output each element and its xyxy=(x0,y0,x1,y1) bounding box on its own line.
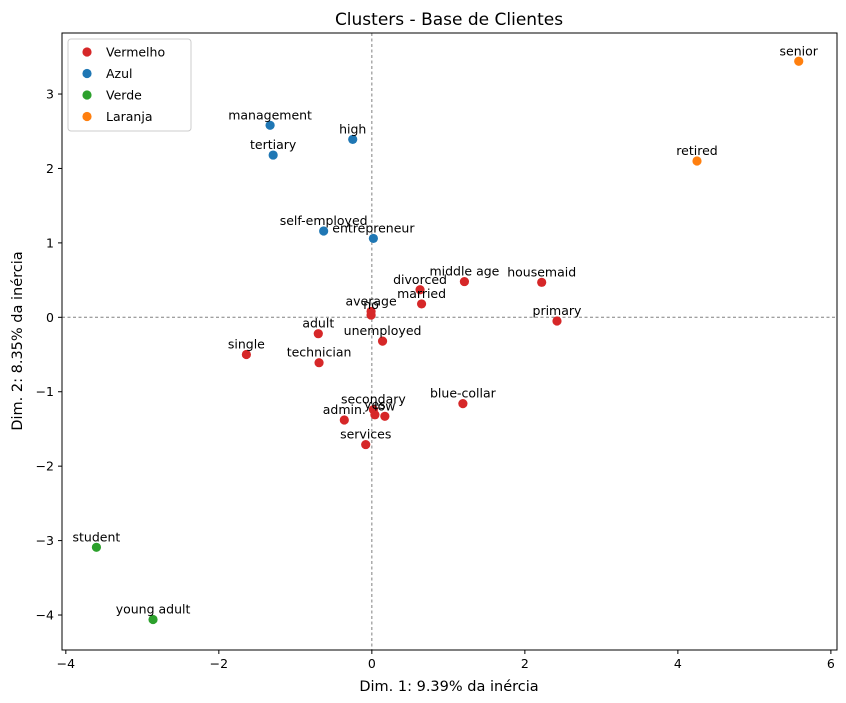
data-point xyxy=(265,120,275,130)
point-label: housemaid xyxy=(507,264,576,279)
x-tick-label: 4 xyxy=(674,656,682,671)
point-label: retired xyxy=(676,143,717,158)
x-tick-label: 0 xyxy=(368,656,376,671)
point-label: secondary xyxy=(341,392,406,407)
data-point xyxy=(148,614,158,625)
x-tick-label: −2 xyxy=(210,656,228,671)
point-label: average xyxy=(345,293,396,308)
y-tick-label: −4 xyxy=(36,608,54,623)
chart-title: Clusters - Base de Clientes xyxy=(335,10,563,30)
data-point xyxy=(377,336,388,346)
y-tick-label: 2 xyxy=(46,161,54,176)
point-label: young adult xyxy=(116,601,191,616)
y-tick-label: 3 xyxy=(46,87,54,102)
point-label: low xyxy=(374,398,395,413)
y-tick-label: −3 xyxy=(36,533,54,548)
data-point xyxy=(91,542,102,552)
data-point xyxy=(368,233,378,244)
data-point xyxy=(458,399,468,409)
legend-label: Vermelho xyxy=(106,45,165,60)
data-point xyxy=(416,299,427,309)
x-tick-label: 6 xyxy=(827,656,835,671)
data-point xyxy=(459,276,470,287)
legend-label: Verde xyxy=(106,88,142,103)
point-label: services xyxy=(340,427,391,442)
data-point xyxy=(370,410,380,420)
legend-label: Azul xyxy=(106,66,133,81)
legend: Vermelho Azul Verde Laranja xyxy=(67,38,192,132)
data-point xyxy=(552,316,562,326)
y-tick-label: 0 xyxy=(46,310,54,325)
point-label: divorced xyxy=(393,272,447,287)
point-label: student xyxy=(73,529,121,544)
legend-marker xyxy=(82,90,92,100)
data-point xyxy=(339,415,349,425)
y-tick-label: 1 xyxy=(46,235,54,250)
data-point xyxy=(692,156,702,166)
point-label: primary xyxy=(533,303,583,318)
data-point xyxy=(314,358,324,368)
data-point xyxy=(268,150,278,160)
data-point xyxy=(794,56,804,66)
point-label: yes xyxy=(364,397,386,412)
point-label: no xyxy=(363,297,379,312)
x-tick-label: −4 xyxy=(57,656,75,671)
point-label: unemployed xyxy=(344,323,422,338)
y-axis-label: Dim. 2: 8.35% da inércia xyxy=(10,251,26,430)
data-point xyxy=(415,285,425,295)
data-point xyxy=(537,277,547,287)
data-point xyxy=(313,329,323,339)
point-label: single xyxy=(228,337,265,352)
point-label: blue-collar xyxy=(430,386,497,401)
point-label: management xyxy=(228,107,312,122)
axes-frame xyxy=(61,32,838,651)
point-label: self-employed xyxy=(280,213,368,228)
data-point xyxy=(380,411,390,421)
legend-label: Laranja xyxy=(106,109,152,124)
point-label: high xyxy=(339,121,366,136)
legend-marker xyxy=(82,47,92,57)
x-tick-label: 2 xyxy=(521,656,529,671)
data-point xyxy=(241,349,251,360)
x-axis-label: Dim. 1: 9.39% da inércia xyxy=(359,679,538,695)
data-point xyxy=(348,134,358,145)
point-label: senior xyxy=(780,43,819,58)
point-label: adult xyxy=(302,316,334,331)
point-label: tertiary xyxy=(250,137,297,152)
legend-marker xyxy=(82,68,92,79)
legend-marker xyxy=(82,111,92,122)
data-point xyxy=(319,226,329,236)
y-tick-label: −2 xyxy=(36,459,54,474)
legend-box xyxy=(67,38,192,132)
point-label: entrepreneur xyxy=(332,220,415,235)
y-tick-label: −1 xyxy=(36,384,54,399)
data-point xyxy=(366,310,376,320)
data-point xyxy=(361,439,371,450)
point-label: admin. xyxy=(323,402,366,417)
point-label: technician xyxy=(287,345,352,360)
point-label: married xyxy=(397,286,446,301)
point-label: middle age xyxy=(429,264,499,279)
